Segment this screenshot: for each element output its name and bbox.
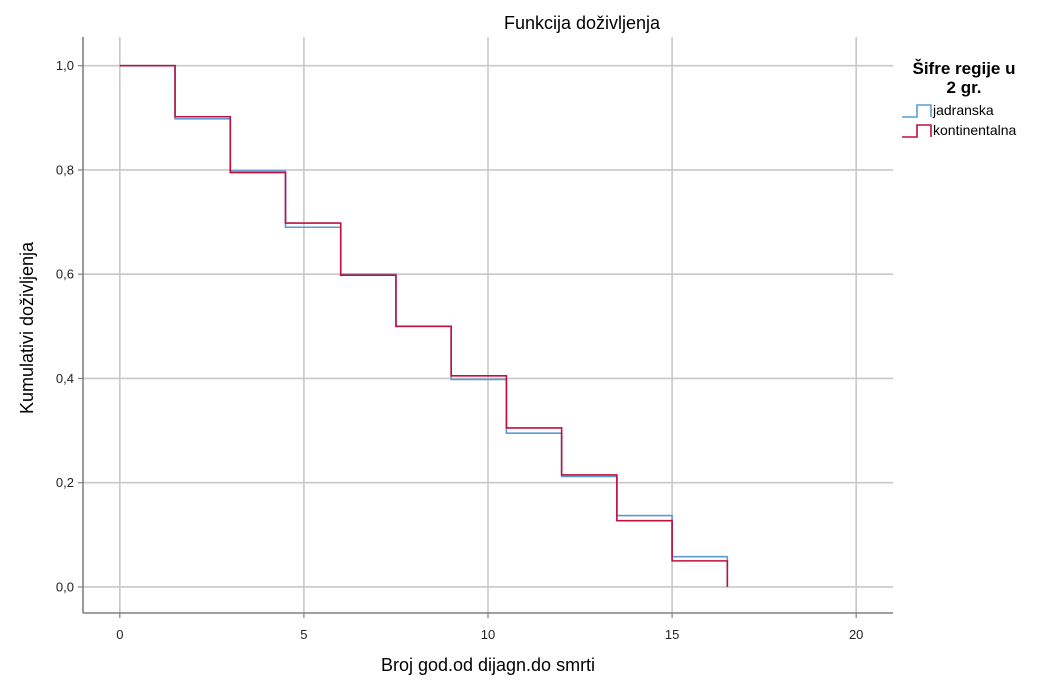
y-tick-label-1: 0,2 bbox=[56, 475, 74, 490]
tick-label-layer: 0,0 0,2 0,4 0,6 0,8 1,0 0 5 10 15 20 bbox=[56, 58, 863, 642]
series-layer bbox=[119, 64, 729, 587]
y-tick-label-5: 1,0 bbox=[56, 58, 74, 73]
legend-symbol-kontinentalna bbox=[902, 124, 932, 138]
legend-items: jadranska kontinentalna bbox=[902, 102, 1017, 138]
y-tick-label-4: 0,8 bbox=[56, 162, 74, 177]
x-tick-label-2: 10 bbox=[481, 627, 495, 642]
y-tick-label-0: 0,0 bbox=[56, 579, 74, 594]
y-tick-label-2: 0,4 bbox=[56, 371, 74, 386]
chart-title: Funkcija doživljenja bbox=[504, 13, 661, 33]
legend-title-line-1: Šifre regije u bbox=[913, 59, 1016, 78]
legend-symbol-jadranska bbox=[902, 104, 932, 118]
x-tick-label-0: 0 bbox=[116, 627, 123, 642]
legend: Šifre regije u 2 gr. jadranska kontinenta… bbox=[902, 59, 1017, 138]
y-axis-title: Kumulativi doživljenja bbox=[17, 241, 37, 414]
legend-label-kontinentalna: kontinentalna bbox=[933, 122, 1017, 138]
x-axis-title: Broj god.od dijagn.do smrti bbox=[381, 655, 595, 675]
x-tick-label-1: 5 bbox=[300, 627, 307, 642]
legend-label-jadranska: jadranska bbox=[932, 102, 994, 118]
x-tick-label-4: 20 bbox=[849, 627, 863, 642]
legend-title-line-2: 2 gr. bbox=[947, 78, 982, 97]
series-line-kontinentalna bbox=[119, 64, 729, 587]
y-tick-label-3: 0,6 bbox=[56, 267, 74, 282]
x-tick-label-3: 15 bbox=[665, 627, 679, 642]
